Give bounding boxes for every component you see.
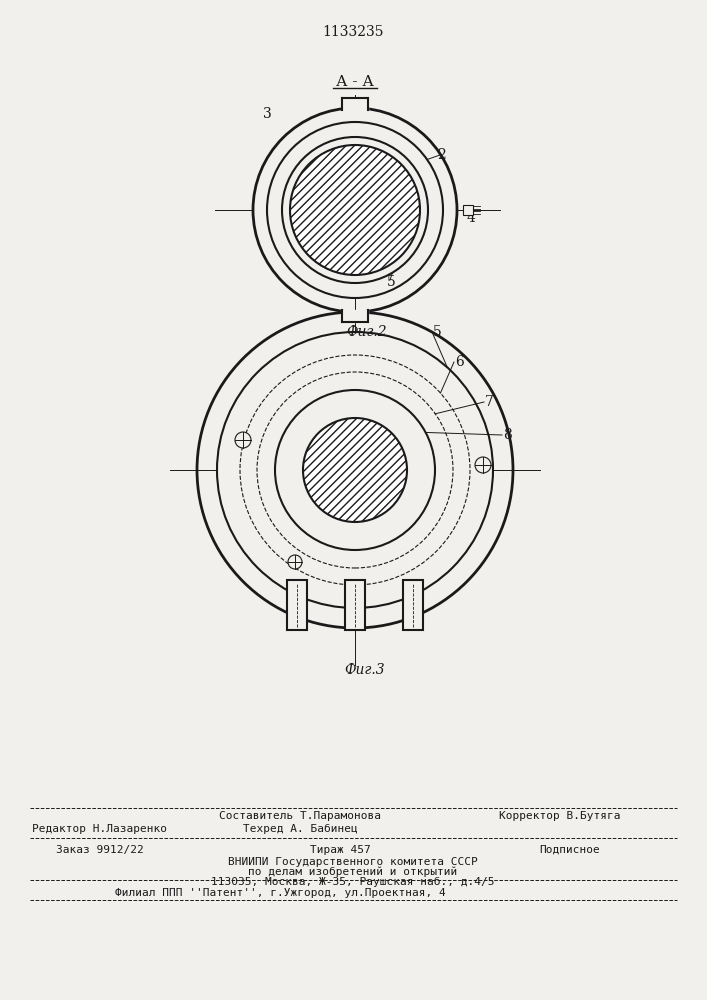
Text: А - А: А - А — [336, 75, 374, 89]
Text: 8: 8 — [503, 428, 512, 442]
Text: 3: 3 — [262, 107, 271, 121]
Circle shape — [288, 555, 302, 569]
Text: 5: 5 — [433, 325, 442, 339]
Text: Редактор Н.Лазаренко: Редактор Н.Лазаренко — [33, 824, 168, 834]
Text: Техред А. Бабинец: Техред А. Бабинец — [243, 824, 357, 834]
Circle shape — [253, 108, 457, 312]
Circle shape — [290, 145, 420, 275]
Text: Фиг.2: Фиг.2 — [346, 325, 387, 339]
Bar — [463, 205, 473, 215]
Text: 1133235: 1133235 — [322, 25, 384, 39]
Text: по делам изобретений и открытий: по делам изобретений и открытий — [248, 867, 457, 877]
Text: Корректор В.Бутяга: Корректор В.Бутяга — [499, 811, 621, 821]
Text: 6: 6 — [455, 355, 464, 369]
Bar — [342, 310, 368, 322]
Text: Б-Б: Б-Б — [341, 268, 368, 282]
Text: 113035, Москва, Ж-35, Раушская наб., д.4/5: 113035, Москва, Ж-35, Раушская наб., д.4… — [211, 877, 495, 887]
Text: Заказ 9912/22: Заказ 9912/22 — [56, 845, 144, 855]
Circle shape — [275, 390, 435, 550]
Bar — [342, 98, 368, 110]
Text: 2: 2 — [437, 148, 445, 162]
Text: 7: 7 — [485, 395, 494, 409]
Text: Фиг.3: Фиг.3 — [345, 663, 385, 677]
Circle shape — [235, 432, 251, 448]
Circle shape — [197, 312, 513, 628]
Text: Тираж 457: Тираж 457 — [310, 845, 370, 855]
Circle shape — [303, 418, 407, 522]
Text: ВНИИПИ Государственного комитета СССР: ВНИИПИ Государственного комитета СССР — [228, 857, 478, 867]
Bar — [345, 580, 365, 630]
Bar — [403, 580, 423, 630]
Bar — [287, 580, 307, 630]
Circle shape — [475, 457, 491, 473]
Text: 4: 4 — [467, 211, 476, 225]
Text: Филиал ППП ''Патент'', г.Ужгород, ул.Проектная, 4: Филиал ППП ''Патент'', г.Ужгород, ул.Про… — [115, 888, 445, 898]
Text: Подписное: Подписное — [539, 845, 600, 855]
Text: Составитель Т.Парамонова: Составитель Т.Парамонова — [219, 811, 381, 821]
Circle shape — [217, 332, 493, 608]
Circle shape — [282, 137, 428, 283]
Text: 5: 5 — [387, 275, 396, 289]
Circle shape — [267, 122, 443, 298]
